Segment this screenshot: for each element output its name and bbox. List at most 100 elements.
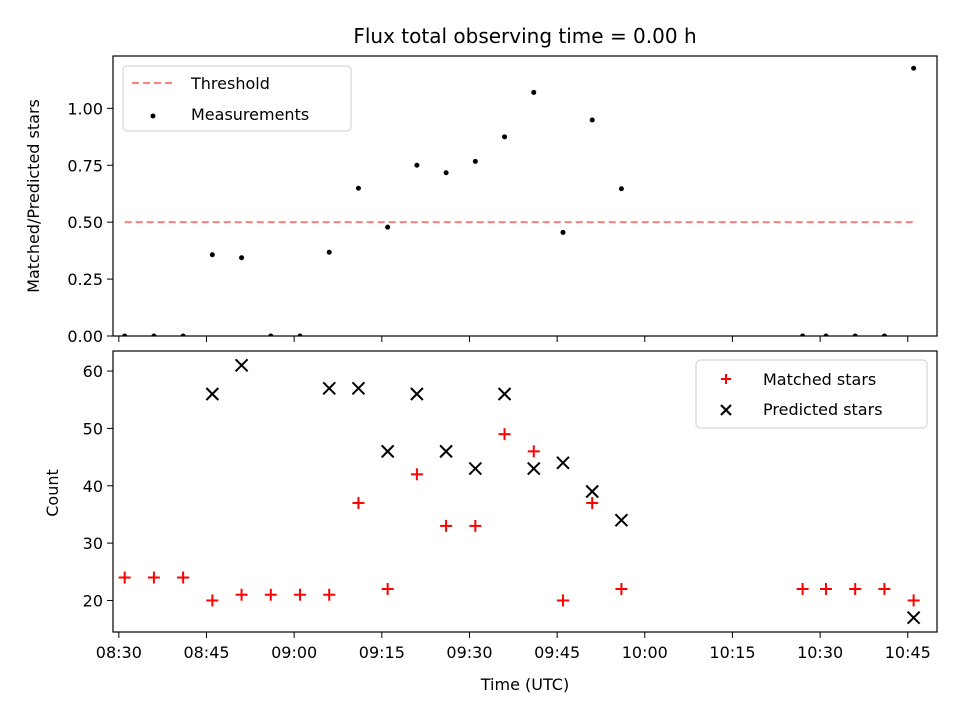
- top-ytick-label: 0.50: [67, 213, 103, 232]
- matched-star-point: [352, 496, 365, 509]
- top-plot-area: [122, 65, 917, 336]
- predicted-star-point: [468, 461, 483, 476]
- top-panel: 0.00 0.25 0.50 0.75 1.00: [67, 55, 938, 346]
- matched-star-point: [556, 594, 569, 607]
- matched-star-point: [586, 496, 599, 509]
- top-ytick-label: 0.00: [67, 327, 103, 346]
- bottom-xtick-label: 08:30: [96, 643, 142, 662]
- bottom-xtick-label: 10:15: [709, 643, 755, 662]
- bottom-xtick-label: 09:15: [359, 643, 405, 662]
- matched-star-point: [235, 588, 248, 601]
- measurement-point: [881, 333, 887, 336]
- measurement-point: [472, 158, 478, 164]
- matched-star-point: [819, 582, 832, 595]
- predicted-star-point: [497, 387, 512, 401]
- legend-matched-marker: [721, 374, 731, 384]
- measurement-point: [560, 229, 566, 235]
- top-ytick-label: 0.25: [67, 270, 103, 289]
- measurement-point: [151, 333, 157, 336]
- legend-threshold-label: Threshold: [190, 74, 270, 93]
- legend-predicted-swatch: [720, 404, 732, 416]
- top-legend: Threshold Measurements: [122, 65, 352, 132]
- matched-star-point: [147, 571, 160, 584]
- bottom-ytick-label: 20: [83, 591, 103, 610]
- bottom-axes-frame: [112, 350, 938, 633]
- bottom-ytick-label: 30: [83, 534, 103, 553]
- predicted-star-point: [351, 381, 366, 395]
- matched-star-point: [615, 582, 628, 595]
- predicted-star-point: [556, 456, 570, 470]
- matched-star-point: [118, 571, 131, 584]
- predicted-star-point: [585, 484, 599, 499]
- top-ytick-label: 1.00: [67, 99, 103, 118]
- bottom-panel: 20 30 40 50 60 08:30 08:45 09:00 09:15 09:30 09:45…: [83, 350, 938, 662]
- top-legend-frame: [122, 65, 352, 132]
- bottom-plot-area: [118, 358, 921, 625]
- top-ytick-label: 0.75: [67, 156, 103, 175]
- legend-measurements-swatch: [150, 113, 156, 119]
- bottom-xtick-label: 09:30: [446, 643, 492, 662]
- bottom-ytick-label: 60: [83, 362, 103, 381]
- measurement-point: [355, 185, 361, 191]
- predicted-star-point: [234, 358, 249, 373]
- matched-star-point: [878, 582, 891, 595]
- predicted-star-point: [410, 387, 424, 401]
- bottom-xtick-label: 08:45: [183, 643, 229, 662]
- chart-title: Flux total observing time = 0.00 h: [353, 24, 696, 48]
- x-axis-label: Time (UTC): [480, 675, 569, 694]
- bottom-xtick-label: 10:30: [797, 643, 843, 662]
- matched-star-point: [264, 588, 277, 601]
- matched-star-point: [381, 582, 394, 595]
- matched-star-point: [410, 468, 423, 481]
- bottom-legend: Matched stars Predicted stars: [695, 359, 928, 429]
- matched-star-point: [294, 588, 307, 601]
- measurement-point: [852, 333, 858, 336]
- measurement-point: [800, 333, 806, 336]
- measurement-point: [531, 89, 537, 95]
- measurement-point: [209, 252, 215, 258]
- measurement-point: [414, 162, 420, 168]
- measurement-point: [326, 249, 332, 255]
- predicted-star-point: [614, 513, 629, 527]
- legend-matched-label: Matched stars: [763, 370, 876, 389]
- measurement-point: [823, 333, 829, 336]
- legend-predicted-marker: [720, 404, 732, 416]
- bottom-xtick-label: 10:00: [622, 643, 668, 662]
- matched-star-point: [469, 519, 482, 532]
- measurement-point: [443, 170, 449, 176]
- measurement-point: [911, 65, 917, 71]
- top-axes-frame: [112, 55, 938, 337]
- matched-star-point: [907, 594, 920, 607]
- measurement-point: [180, 333, 186, 336]
- matched-star-point: [849, 582, 862, 595]
- predicted-star-point: [906, 610, 921, 625]
- legend-measurements-label: Measurements: [191, 105, 309, 124]
- measurement-point: [618, 186, 624, 192]
- measurement-point: [502, 134, 508, 140]
- legend-predicted-label: Predicted stars: [763, 400, 883, 419]
- matched-star-point: [440, 519, 453, 532]
- measurement-point: [122, 333, 128, 336]
- measurement-point: [385, 224, 391, 230]
- matched-star-point: [527, 445, 540, 458]
- matched-star-point: [796, 582, 809, 595]
- bottom-xtick-label: 10:45: [885, 643, 931, 662]
- predicted-star-point: [380, 444, 395, 459]
- top-y-axis-label: Matched/Predicted stars: [24, 99, 43, 293]
- measurement-point: [239, 255, 245, 261]
- bottom-xtick-label: 09:00: [271, 643, 317, 662]
- bottom-y-axis-label: Count: [43, 469, 62, 517]
- predicted-star-point: [439, 444, 453, 459]
- bottom-ytick-label: 40: [83, 477, 103, 496]
- measurement-point: [589, 117, 595, 123]
- legend-matched-swatch: [721, 374, 731, 384]
- measurement-point: [268, 333, 274, 336]
- bottom-xtick-label: 09:45: [534, 643, 580, 662]
- predicted-star-point: [205, 387, 220, 401]
- bottom-ytick-label: 50: [83, 419, 103, 438]
- matched-star-point: [323, 588, 336, 601]
- matched-star-point: [498, 428, 511, 441]
- predicted-star-point: [322, 381, 336, 395]
- predicted-star-point: [527, 461, 541, 476]
